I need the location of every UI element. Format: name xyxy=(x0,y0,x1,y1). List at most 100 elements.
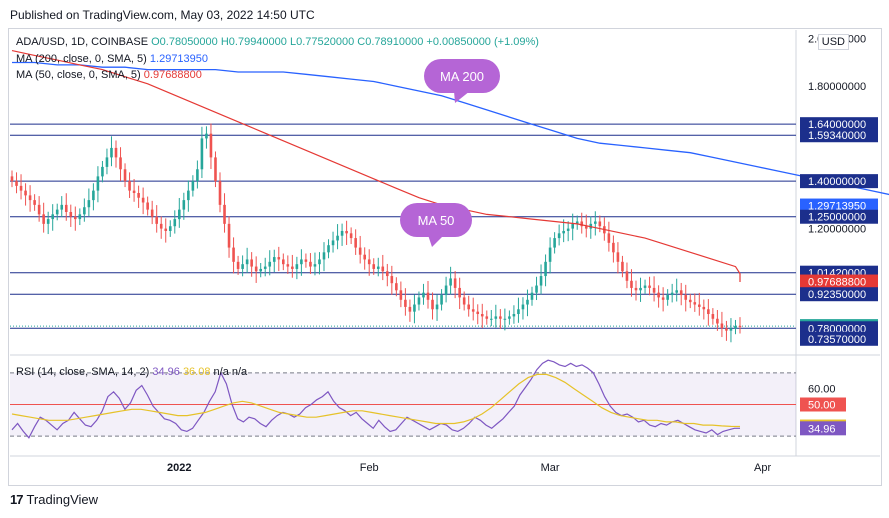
candle-body xyxy=(562,230,565,234)
candle-body xyxy=(110,147,113,158)
candle-body xyxy=(598,221,602,227)
candle-body xyxy=(223,204,226,224)
candle-body xyxy=(449,278,452,286)
candle-body xyxy=(182,200,186,210)
candle-body xyxy=(340,230,344,236)
rsi-legend[interactable]: RSI (14, close, SMA, 14, 2) 34.96 36.08 … xyxy=(16,366,247,378)
candle-body xyxy=(69,211,73,217)
candle-body xyxy=(345,230,348,234)
tradingview-brand[interactable]: 17 TradingView xyxy=(10,492,98,507)
candle-body xyxy=(60,204,64,210)
candle-body xyxy=(254,266,258,272)
candle-body xyxy=(51,214,54,220)
candle-body xyxy=(146,202,149,210)
candle-body xyxy=(282,259,285,265)
candle-body xyxy=(64,204,68,212)
time-tick-label: Feb xyxy=(360,462,379,474)
candle-body xyxy=(191,181,195,191)
price-label-text: 0.92350000 xyxy=(808,289,866,301)
price-label-text: 1.25000000 xyxy=(808,212,866,224)
candle-body xyxy=(476,311,480,315)
candle-body xyxy=(33,200,36,205)
candle-body xyxy=(688,299,692,303)
price-label-text: 1.59340000 xyxy=(808,130,866,142)
price-label-bg xyxy=(800,287,878,302)
time-tick-label: Mar xyxy=(541,462,560,474)
price-tick-label: 1.80000000 xyxy=(808,81,866,93)
ma50-callout-pointer xyxy=(428,235,444,247)
candle-body xyxy=(508,316,511,319)
ma200-label: MA (200, close, 0, SMA, 5) xyxy=(16,53,147,65)
candle-body xyxy=(630,280,633,288)
candle-body xyxy=(535,285,538,293)
candle-body xyxy=(571,223,574,229)
price-label-text: 1.29713950 xyxy=(808,201,866,213)
chart-frame[interactable] xyxy=(8,28,882,486)
price-label-bg xyxy=(800,274,878,289)
candle-body xyxy=(517,309,520,315)
candle-body xyxy=(304,259,308,262)
candle-body xyxy=(55,209,59,215)
candle-body xyxy=(245,259,249,265)
candle-body xyxy=(616,252,620,262)
candle-body xyxy=(37,204,41,215)
candle-body xyxy=(372,264,376,269)
price-label-tag: 1.64000000 xyxy=(800,117,878,132)
candle-body xyxy=(521,304,525,310)
candle-body xyxy=(42,214,45,224)
candle-body xyxy=(643,285,647,288)
symbol-label[interactable]: ADA/USD, 1D, COINBASE xyxy=(16,36,149,48)
candle-body xyxy=(679,290,683,296)
candle-body xyxy=(164,228,168,231)
candle-body xyxy=(729,328,733,331)
candle-body xyxy=(331,240,335,246)
candle-body xyxy=(19,185,23,191)
candle-body xyxy=(101,166,104,177)
candle-body xyxy=(734,325,737,329)
candle-body xyxy=(431,299,434,310)
candle-body xyxy=(413,304,416,312)
candle-body xyxy=(386,271,389,277)
candle-body xyxy=(666,295,669,300)
candle-body xyxy=(367,259,371,265)
candle-body xyxy=(250,259,253,267)
rsi-ma-value: 36.08 xyxy=(182,366,211,378)
candle-body xyxy=(300,259,303,265)
price-label-bg xyxy=(800,128,878,143)
candle-body xyxy=(625,271,629,281)
candle-body xyxy=(137,193,140,198)
candle-body xyxy=(105,157,109,167)
ma200-callout: MA 200 xyxy=(424,59,500,103)
ma50-line xyxy=(11,50,741,282)
price-label-bg xyxy=(800,198,878,213)
ma200-callout-text: MA 200 xyxy=(440,69,484,84)
candle-body xyxy=(526,299,529,305)
price-label-bg xyxy=(800,117,878,132)
time-tick-label: 2022 xyxy=(167,462,191,474)
candle-body xyxy=(698,304,701,307)
candle-body xyxy=(327,245,330,253)
rsi-label-text: 50.00 xyxy=(808,400,836,412)
candle-body xyxy=(566,228,570,231)
candle-body xyxy=(46,219,50,224)
candle-body xyxy=(309,261,312,267)
ma200-legend[interactable]: MA (200, close, 0, SMA, 5) 1.29713950 xyxy=(16,53,208,65)
candle-body xyxy=(512,314,516,317)
candle-body xyxy=(499,316,502,319)
candle-body xyxy=(322,252,326,260)
ma50-legend[interactable]: MA (50, close, 0, SMA, 5) 0.97688800 xyxy=(16,69,202,81)
candle-body xyxy=(426,292,430,300)
price-label-tag: 0.92350000 xyxy=(800,287,878,302)
ma50-callout: MA 50 xyxy=(400,203,472,247)
price-label-tag: 1.29713950 xyxy=(800,198,878,213)
candle-body xyxy=(467,304,470,310)
candle-body xyxy=(123,169,127,182)
price-label-bg xyxy=(800,209,878,224)
change-value: +0.00850000 (+1.09%) xyxy=(426,36,539,48)
candle-body xyxy=(417,297,421,305)
candle-body xyxy=(725,328,728,331)
candle-body xyxy=(539,276,543,286)
currency-badge[interactable]: USD xyxy=(817,34,849,50)
candle-body xyxy=(544,261,547,277)
